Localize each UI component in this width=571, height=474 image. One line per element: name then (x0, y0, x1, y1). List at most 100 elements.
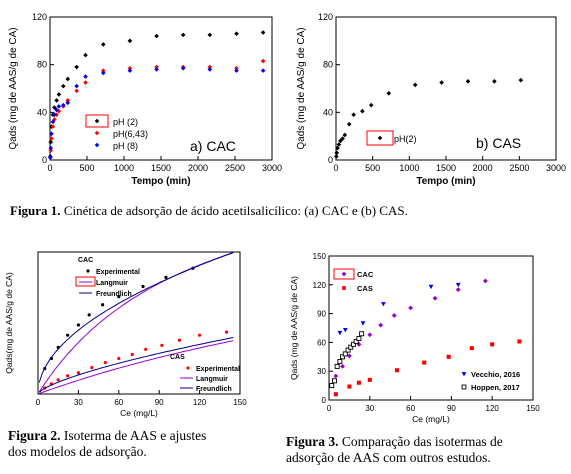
series-1-point (50, 124, 56, 129)
x-tick-label: 0 (333, 163, 338, 173)
series-1-point (394, 368, 400, 373)
chart-figure-2-isotherms: 0 30 60 90 120 150 Ce (mg/L) Qads(mg de AAS/g d… (4, 251, 247, 418)
series-2-point (154, 67, 159, 72)
x-tick-label: 120 (486, 404, 500, 413)
legend-label: pH (8) (113, 141, 138, 151)
series-1-point (446, 354, 451, 359)
series-0-point (356, 341, 362, 347)
series-3-point (329, 383, 335, 389)
x-tick-label: 500 (79, 163, 94, 173)
series-2-point (180, 65, 186, 71)
x-tick-label: 1000 (114, 163, 134, 173)
y-tick-label: 40 (323, 107, 333, 117)
series-0-point (154, 33, 159, 39)
y-tick-label: 40 (37, 107, 47, 117)
series-1-point (83, 80, 88, 85)
y-tick-label: 30 (317, 367, 326, 376)
series-0-point (351, 112, 356, 118)
series-4-curve (39, 340, 234, 394)
x-tick-label: 1500 (436, 163, 456, 173)
legend-label: CAS (357, 284, 373, 293)
series-3-point (117, 356, 121, 361)
series-0-point (334, 154, 339, 159)
x-tick-label: 3000 (262, 163, 282, 173)
figure-2-caption-line-1: Figura 2. Isoterma de AAS e ajustes (8, 428, 278, 444)
plot-frame (49, 16, 273, 161)
y-tick-label: 150 (313, 252, 327, 261)
series-2-point (52, 112, 57, 118)
x-axis-label: Tempo (min) (416, 176, 475, 187)
legend-highlight-box (75, 276, 96, 287)
series-0-point (65, 76, 71, 82)
legend-highlight-box (85, 114, 109, 128)
legend-label: Experimental (196, 366, 240, 373)
legend-label: Vecchio, 2016 (471, 370, 520, 379)
series-3-point (76, 371, 80, 375)
legend-marker (461, 372, 467, 377)
series-3-point (334, 363, 340, 369)
series-3-point (160, 343, 164, 347)
legend-label: Experimental (96, 269, 140, 276)
y-tick-label: 120 (32, 12, 47, 22)
legend-label: Freundlich (196, 386, 232, 393)
x-tick-label: 30 (74, 398, 83, 407)
figure-3-label: Figura 3. (286, 434, 339, 449)
figure-2-text-2: dos modelos de adsorção. (8, 444, 147, 459)
x-axis-label: Ce (mg/L) (120, 408, 158, 418)
series-0-point (54, 98, 59, 103)
series-3-point (337, 359, 343, 365)
series-2-point (260, 68, 266, 73)
series-3-point (340, 354, 346, 360)
x-tick-label: 30 (365, 404, 374, 413)
series-0-point (367, 332, 373, 338)
series-2-point (56, 104, 62, 109)
series-2-point (337, 330, 343, 336)
legend-label: Langmuir (96, 280, 128, 287)
series-0-point (346, 121, 352, 127)
y-axis-label: Qads (mg de AAS/g de CA) (8, 27, 19, 149)
panel-label: b) CAS (476, 135, 521, 151)
series-2-point (381, 302, 386, 307)
series-0-point (391, 313, 397, 318)
series-0-point (87, 313, 91, 317)
figure-1-text: Cinética de adsorção de ácido acetilsali… (63, 203, 408, 218)
series-1-point (48, 148, 54, 153)
series-2-point (48, 155, 53, 160)
x-tick-label: 3000 (546, 163, 566, 173)
series-3-point (331, 378, 337, 384)
plot-frame (328, 255, 534, 401)
series-0-point (340, 364, 345, 369)
series-0-point (368, 102, 374, 108)
x-tick-label: 0 (47, 163, 52, 173)
series-3-point (348, 344, 354, 350)
series-0-point (455, 287, 461, 292)
series-0-point (439, 80, 444, 85)
x-tick-label: 2000 (473, 163, 493, 173)
y-axis-label: Qads(mg de AAS/g de CA) (4, 272, 14, 374)
figure-2-text-1: Isoterma de AAS e ajustes (63, 428, 207, 443)
series-3-point (130, 352, 134, 357)
group-label-cas: CAS (170, 354, 185, 361)
y-tick-label: 0 (328, 155, 333, 165)
figure-3-caption-line-1: Figura 3. Comparação das isotermas de (286, 434, 571, 450)
x-tick-label: 150 (233, 398, 247, 407)
chart-figure-3-comparison: 0 30 60 90 120 150 0 30 60 90 120 150 Ce (mg/L) Qads … (289, 252, 540, 424)
x-axis-label: Ce (mg/L) (412, 414, 450, 424)
series-2-point (65, 100, 71, 106)
series-1-point (74, 88, 79, 94)
series-5-curve (38, 337, 234, 393)
series-0-point (83, 52, 88, 58)
series-3-point (345, 347, 351, 353)
series-3-point (66, 374, 70, 378)
series-3-point (359, 331, 365, 337)
series-0-point (48, 139, 54, 145)
plot-frame (335, 16, 557, 161)
series-1-point (234, 65, 239, 71)
legend-marker (186, 366, 190, 370)
series-2-point (74, 83, 79, 89)
y-axis-label: Qads (mg de AAS/g de CA) (296, 27, 307, 149)
y-tick-label: 0 (42, 155, 47, 165)
series-1-point (347, 384, 352, 389)
x-tick-label: 60 (406, 404, 415, 413)
